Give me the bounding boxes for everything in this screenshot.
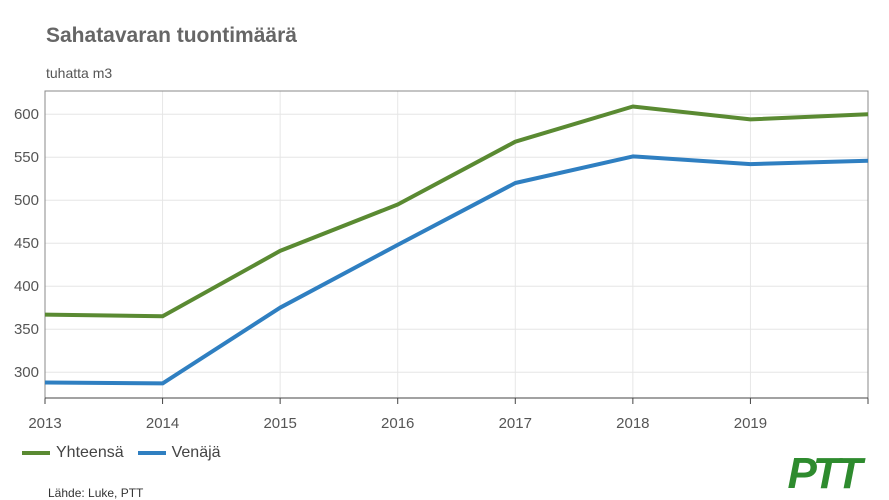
line-chart: 300 350 400 450 500 550 600 2013 2014 2015 2016 201… — [14, 90, 869, 432]
legend-label-yhteensa: Yhteensä — [56, 444, 124, 461]
legend-item-yhteensa[interactable]: Yhteensä — [22, 444, 124, 462]
y-tick-label: 350 — [14, 321, 39, 338]
x-tick-label: 2019 — [734, 415, 767, 432]
chart-legend: Yhteensä Venäjä — [22, 444, 235, 462]
source-note: Lähde: Luke, PTT — [48, 486, 144, 500]
x-tick-label: 2015 — [263, 415, 296, 432]
logo-text: PTT — [787, 449, 865, 494]
legend-item-venaja[interactable]: Venäjä — [137, 444, 221, 462]
y-tick-label: 550 — [14, 149, 39, 166]
ptt-logo: PTT — [787, 449, 868, 494]
series-line-yhteensa — [44, 104, 869, 319]
legend-label-venaja: Venäjä — [171, 444, 221, 461]
legend-swatch-yhteensa — [22, 451, 50, 455]
y-tick-label: 450 — [14, 235, 39, 252]
y-tick-label: 400 — [14, 278, 39, 295]
plot-frame — [44, 90, 869, 399]
y-tick-label: 300 — [14, 364, 39, 381]
y-tick-label: 500 — [14, 192, 39, 209]
x-tick-label: 2018 — [616, 415, 649, 432]
y-tick-label: 600 — [14, 106, 39, 123]
x-tick-label: 2017 — [499, 415, 532, 432]
x-tick-label: 2013 — [28, 415, 61, 432]
x-tick-label: 2014 — [146, 415, 179, 432]
series-line-venaja — [44, 154, 869, 386]
chart-title: Sahatavaran tuontimäärä — [46, 24, 297, 47]
legend-swatch-venaja — [137, 451, 166, 455]
x-tick-label: 2016 — [381, 415, 414, 432]
y-axis-unit-label: tuhatta m3 — [46, 65, 113, 81]
